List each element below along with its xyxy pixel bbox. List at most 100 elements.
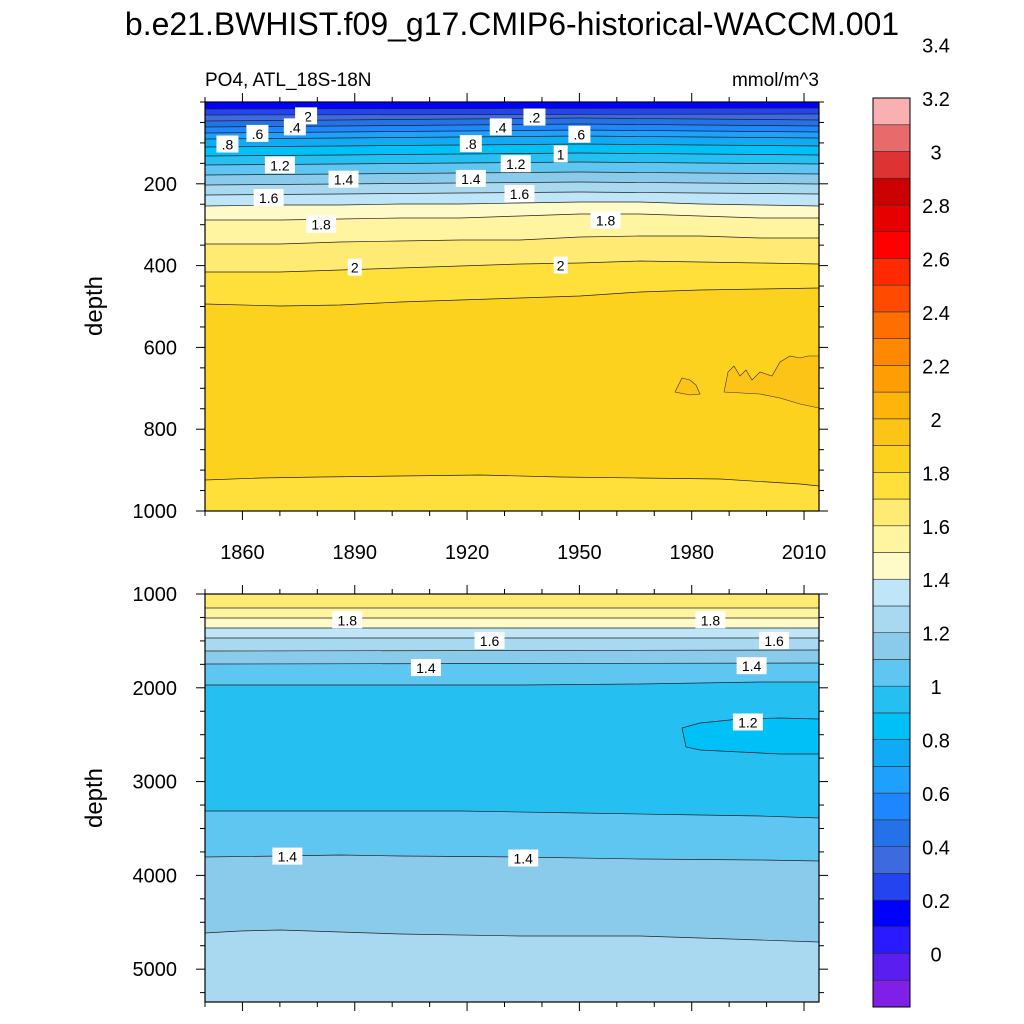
svg-text:1.8: 1.8 [701, 612, 721, 628]
svg-text:1.8: 1.8 [596, 213, 616, 229]
contour-band [674, 377, 701, 396]
svg-text:1.2: 1.2 [738, 714, 758, 730]
colorbar-swatch [872, 338, 911, 366]
colorbar-label: 2.6 [922, 249, 950, 271]
svg-text:1.6: 1.6 [764, 633, 784, 649]
colorbar-swatch [872, 231, 911, 259]
contour-label: .8 [216, 135, 239, 153]
contour-label: .4 [283, 118, 306, 136]
colorbar-swatch [872, 258, 911, 286]
y-tick-label: 5000 [133, 959, 178, 981]
x-axis [204, 585, 805, 1011]
colorbar-label: 3.4 [922, 36, 950, 58]
x-tick-label: 1920 [445, 542, 490, 564]
contour-label: 1.4 [410, 659, 441, 677]
colorbar-swatch [872, 124, 911, 152]
svg-text:.6: .6 [574, 127, 586, 143]
contour-band [723, 355, 819, 409]
panel-subtitle: PO4, ATL_18S-18N [205, 70, 372, 91]
colorbar-swatch [872, 685, 911, 714]
colorbar-label: 2.4 [922, 303, 950, 325]
colorbar-swatch [872, 365, 911, 393]
colorbar-label: 1.8 [922, 463, 950, 485]
colorbar-swatch [872, 204, 911, 232]
colorbar-swatch [872, 418, 911, 446]
colorbar-swatch [872, 659, 911, 687]
colorbar-swatch [872, 712, 911, 740]
colorbar-swatch [872, 792, 911, 821]
plot-frame [204, 593, 820, 1003]
bottom-panel: 1.8 1.81.6 1.61.4 1.41.21.4 1.4 100020003000… [81, 584, 828, 1011]
contour-label: 1.8 [332, 611, 363, 629]
y-tick-label: 2000 [133, 678, 178, 700]
colorbar-label: 1 [930, 677, 941, 699]
contour-label: 1.8 [306, 215, 337, 233]
contour-label: 2 [347, 258, 362, 276]
y-tick-label: 400 [144, 256, 177, 278]
y-tick-label: 1000 [133, 584, 178, 606]
colorbar-swatch [872, 525, 911, 553]
svg-text:.8: .8 [465, 136, 477, 152]
top-panel: PO4, ATL_18S-18N mmol/m^3 [81, 70, 828, 564]
chart-title: b.e21.BWHIST.f09_g17.CMIP6-historical-WA… [124, 6, 900, 42]
contour-label: .6 [568, 125, 591, 143]
svg-text:1.4: 1.4 [461, 171, 481, 187]
colorbar-label: 2 [930, 410, 941, 432]
y-tick-label: 4000 [133, 865, 178, 887]
colorbar-label: 0.2 [922, 891, 950, 913]
units-label: mmol/m^3 [732, 70, 819, 91]
contour-fill-bottom [205, 594, 819, 1002]
colorbar-swatch [872, 739, 911, 767]
contour-label: 1.6 [504, 185, 535, 203]
colorbar-label: 0.6 [922, 784, 950, 806]
svg-text:1.2: 1.2 [270, 157, 290, 173]
colorbar-swatch [872, 873, 911, 901]
contour-band [205, 102, 819, 109]
svg-text:1.4: 1.4 [513, 850, 533, 866]
contour-label: 1.8 [695, 611, 726, 629]
colorbar: 0 0.2 0.4 0.6 0.8 1 1.2 1.4 1.6 1.8 2 2.2 2.4 2.6 2.8 3… [872, 36, 950, 1008]
y-tick-label: 3000 [133, 772, 178, 794]
colorbar-swatch [872, 445, 911, 473]
contour-label: .2 [523, 108, 546, 126]
svg-text:.4: .4 [495, 119, 507, 135]
svg-text:.6: .6 [252, 126, 264, 142]
colorbar-swatch [872, 899, 911, 928]
colorbar-swatch [872, 311, 911, 339]
contour-label: 1.6 [759, 631, 790, 649]
x-tick-label: 1950 [557, 542, 602, 564]
contour-labels: .2.2.4.4.6.6.8.811.2 1.21.4 1.41.6 1.61.8 1.… [216, 107, 621, 276]
contour-label: 1.2 [500, 155, 531, 173]
colorbar-label: 0.4 [922, 838, 950, 860]
contour-label: 1.6 [253, 189, 284, 207]
svg-text:1: 1 [557, 146, 565, 162]
svg-text:1.6: 1.6 [480, 633, 500, 649]
colorbar-swatch [872, 979, 911, 1008]
y-tick-label: 800 [144, 419, 177, 441]
colorbar-label: 2.8 [922, 196, 950, 218]
colorbar-swatch [872, 632, 911, 660]
colorbar-label: 1.4 [922, 570, 950, 592]
colorbar-swatch [872, 391, 911, 420]
x-tick-label: 1980 [669, 542, 714, 564]
contour-label: 1 [553, 145, 568, 163]
y-axis-label: depth [81, 768, 108, 828]
colorbar-swatch [872, 953, 911, 981]
y-axis: 1000 2000 3000 4000 5000 [133, 584, 828, 994]
contour-label: 1.8 [590, 211, 621, 229]
svg-text:1.4: 1.4 [278, 849, 298, 865]
svg-text:.2: .2 [529, 110, 541, 126]
svg-text:1.8: 1.8 [338, 612, 358, 628]
colorbar-label: 0 [930, 945, 941, 967]
colorbar-swatch [872, 846, 911, 874]
contour-label: 1.6 [474, 631, 505, 649]
svg-text:.2: .2 [300, 108, 312, 124]
contour-band [205, 594, 819, 608]
colorbar-label: 3 [930, 142, 941, 164]
colorbar-swatch [872, 471, 911, 500]
svg-text:1.6: 1.6 [510, 186, 530, 202]
contour-label: .8 [459, 135, 482, 153]
colorbar-label: 1.2 [922, 624, 950, 646]
colorbar-label: 0.8 [922, 731, 950, 753]
